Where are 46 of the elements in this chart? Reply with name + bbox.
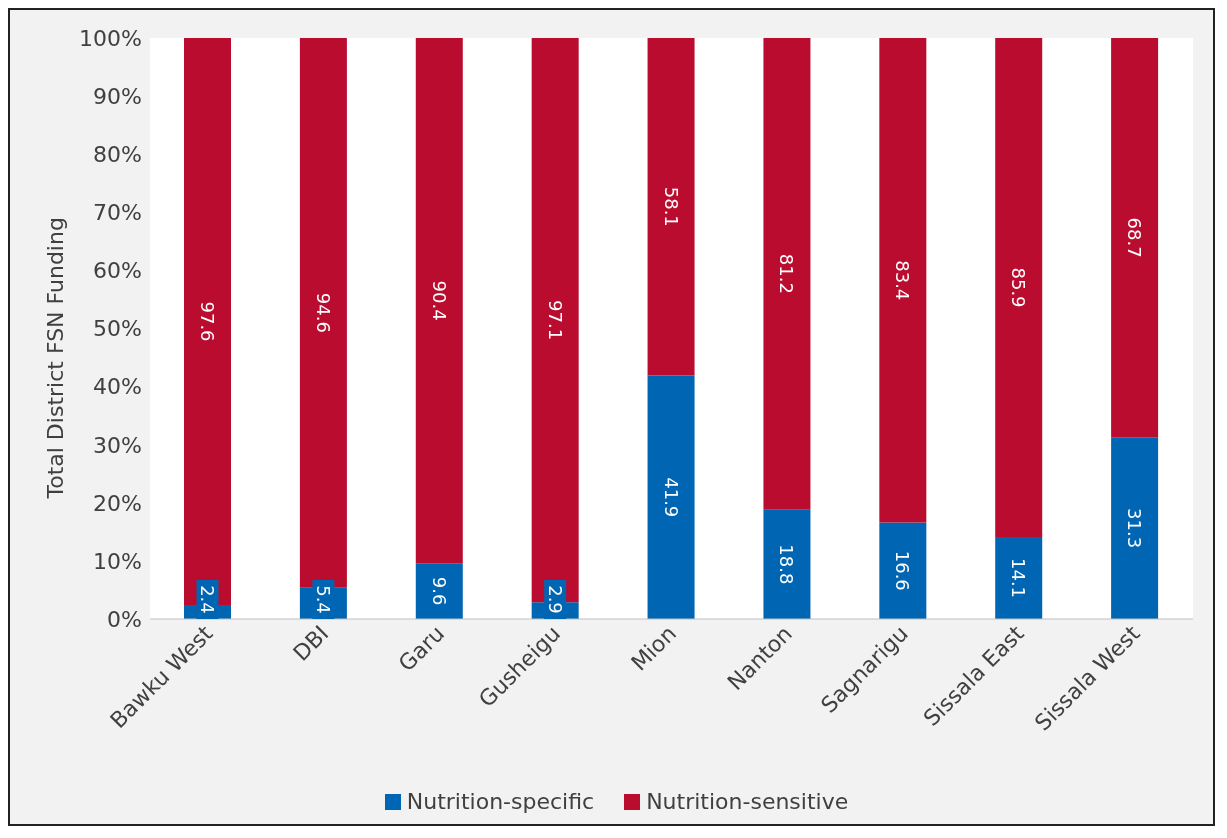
bar xyxy=(763,509,811,619)
y-axis-title: Total District FSN Funding xyxy=(42,217,68,500)
y-tick-label: 10% xyxy=(93,548,142,574)
data-label: 9.6 xyxy=(428,576,450,606)
data-label: 58.1 xyxy=(660,186,682,227)
y-tick-label: 80% xyxy=(93,142,142,168)
legend-label: Nutrition-specific xyxy=(405,789,595,814)
data-label: 31.3 xyxy=(1124,508,1146,549)
y-tick-label: 60% xyxy=(93,258,142,284)
legend-label: Nutrition-sensitive xyxy=(645,789,849,814)
bar xyxy=(995,38,1043,538)
bar xyxy=(299,38,347,588)
x-tick-label: DBI xyxy=(288,620,334,666)
bar xyxy=(1111,437,1159,619)
data-label: 97.1 xyxy=(544,300,566,341)
bar xyxy=(879,522,927,619)
data-label: 68.7 xyxy=(1124,217,1146,258)
data-label: 41.9 xyxy=(660,477,682,518)
data-label: 5.4 xyxy=(312,585,334,614)
data-label: 18.8 xyxy=(776,544,798,585)
data-label: 16.6 xyxy=(892,550,914,591)
data-label: 85.9 xyxy=(1008,267,1030,308)
data-label: 2.4 xyxy=(197,585,218,614)
bar xyxy=(647,375,695,619)
y-tick-label: 0% xyxy=(107,606,142,632)
data-label: 14.1 xyxy=(1008,558,1030,599)
y-tick-label: 20% xyxy=(93,490,142,516)
data-label: 94.6 xyxy=(312,292,334,333)
data-label: 90.4 xyxy=(428,280,450,321)
y-tick-label: 30% xyxy=(93,432,142,458)
y-tick-label: 40% xyxy=(93,374,142,400)
y-tick-label: 100% xyxy=(79,25,142,51)
bar xyxy=(995,537,1043,619)
bar xyxy=(647,38,695,376)
data-label: 81.2 xyxy=(776,253,798,294)
data-label: 2.9 xyxy=(544,585,566,614)
y-tick-label: 90% xyxy=(93,83,142,109)
y-tick-label: 70% xyxy=(93,200,142,226)
bar xyxy=(415,563,463,619)
data-label: 97.6 xyxy=(197,301,218,342)
y-tick-label: 50% xyxy=(93,316,142,342)
bar xyxy=(763,38,811,510)
bar xyxy=(879,38,927,523)
data-label: 83.4 xyxy=(892,260,914,301)
bar xyxy=(415,38,463,564)
bar xyxy=(1111,38,1159,438)
